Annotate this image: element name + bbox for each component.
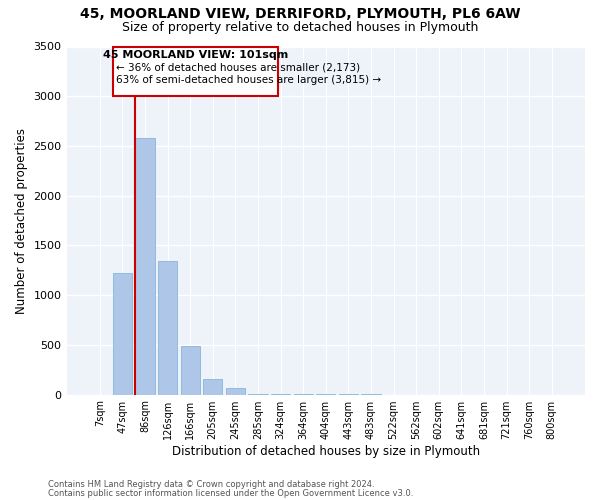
- Text: Contains public sector information licensed under the Open Government Licence v3: Contains public sector information licen…: [48, 488, 413, 498]
- X-axis label: Distribution of detached houses by size in Plymouth: Distribution of detached houses by size …: [172, 444, 480, 458]
- FancyBboxPatch shape: [113, 48, 278, 96]
- Text: Contains HM Land Registry data © Crown copyright and database right 2024.: Contains HM Land Registry data © Crown c…: [48, 480, 374, 489]
- Y-axis label: Number of detached properties: Number of detached properties: [15, 128, 28, 314]
- Bar: [113, 274, 132, 394]
- Text: Size of property relative to detached houses in Plymouth: Size of property relative to detached ho…: [122, 21, 478, 34]
- Bar: [136, 138, 155, 394]
- Text: 45 MOORLAND VIEW: 101sqm: 45 MOORLAND VIEW: 101sqm: [103, 50, 288, 60]
- Text: ← 36% of detached houses are smaller (2,173): ← 36% of detached houses are smaller (2,…: [116, 63, 361, 73]
- Text: 45, MOORLAND VIEW, DERRIFORD, PLYMOUTH, PL6 6AW: 45, MOORLAND VIEW, DERRIFORD, PLYMOUTH, …: [80, 8, 520, 22]
- Bar: [181, 346, 200, 395]
- Text: 63% of semi-detached houses are larger (3,815) →: 63% of semi-detached houses are larger (…: [116, 76, 382, 86]
- Bar: [158, 262, 177, 394]
- Bar: [203, 379, 223, 394]
- Bar: [226, 388, 245, 394]
